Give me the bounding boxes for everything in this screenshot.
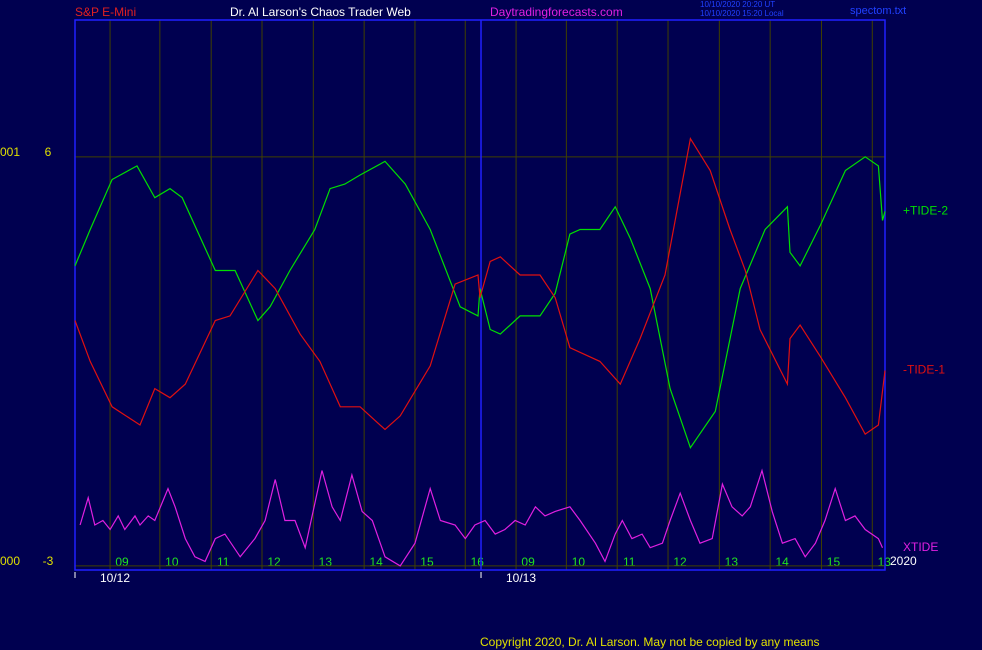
legend-label: -TIDE-1 bbox=[903, 363, 945, 377]
timestamp: 10/10/2020 20:20 UT bbox=[700, 0, 775, 9]
x-tick-label: 11 bbox=[217, 555, 230, 569]
date-label: 10/13 bbox=[506, 571, 536, 585]
year-label: 2020 bbox=[890, 554, 917, 568]
left-label: 000 bbox=[0, 554, 20, 568]
x-tick-label: 12 bbox=[673, 555, 687, 569]
x-tick-label: 10 bbox=[165, 555, 179, 569]
legend-label: XTIDE bbox=[903, 540, 938, 554]
x-tick-label: 09 bbox=[521, 555, 535, 569]
y-tick-label: -3 bbox=[43, 554, 54, 568]
left-label: 001 bbox=[0, 145, 20, 159]
x-tick-label: 16 bbox=[471, 555, 485, 569]
chart-title: S&P E-Mini bbox=[75, 5, 136, 19]
x-tick-label: 14 bbox=[775, 555, 789, 569]
x-tick-label: 14 bbox=[369, 555, 383, 569]
timestamp: 10/10/2020 15:20 Local bbox=[700, 9, 784, 18]
file-name: spectom.txt bbox=[850, 5, 906, 17]
y-tick-label: 6 bbox=[45, 145, 52, 159]
plot-frame bbox=[74, 19, 886, 571]
x-tick-label: 15 bbox=[827, 555, 841, 569]
source: Daytradingforecasts.com bbox=[490, 5, 623, 19]
series-line bbox=[74, 156, 886, 450]
series-line bbox=[79, 468, 884, 567]
legend-label: +TIDE-2 bbox=[903, 204, 948, 218]
x-tick-label: 12 bbox=[267, 555, 281, 569]
series-line bbox=[74, 136, 886, 435]
date-label: 10/12 bbox=[100, 571, 130, 585]
x-tick-label: 13 bbox=[725, 555, 739, 569]
x-tick-label: 13 bbox=[319, 555, 333, 569]
x-tick-label: 15 bbox=[420, 555, 434, 569]
x-tick-label: 10 bbox=[572, 555, 586, 569]
chart-subtitle: Dr. Al Larson's Chaos Trader Web bbox=[230, 5, 411, 19]
copyright: Copyright 2020, Dr. Al Larson. May not b… bbox=[480, 635, 820, 649]
x-tick-label: 09 bbox=[115, 555, 129, 569]
x-tick-label: 11 bbox=[623, 555, 636, 569]
